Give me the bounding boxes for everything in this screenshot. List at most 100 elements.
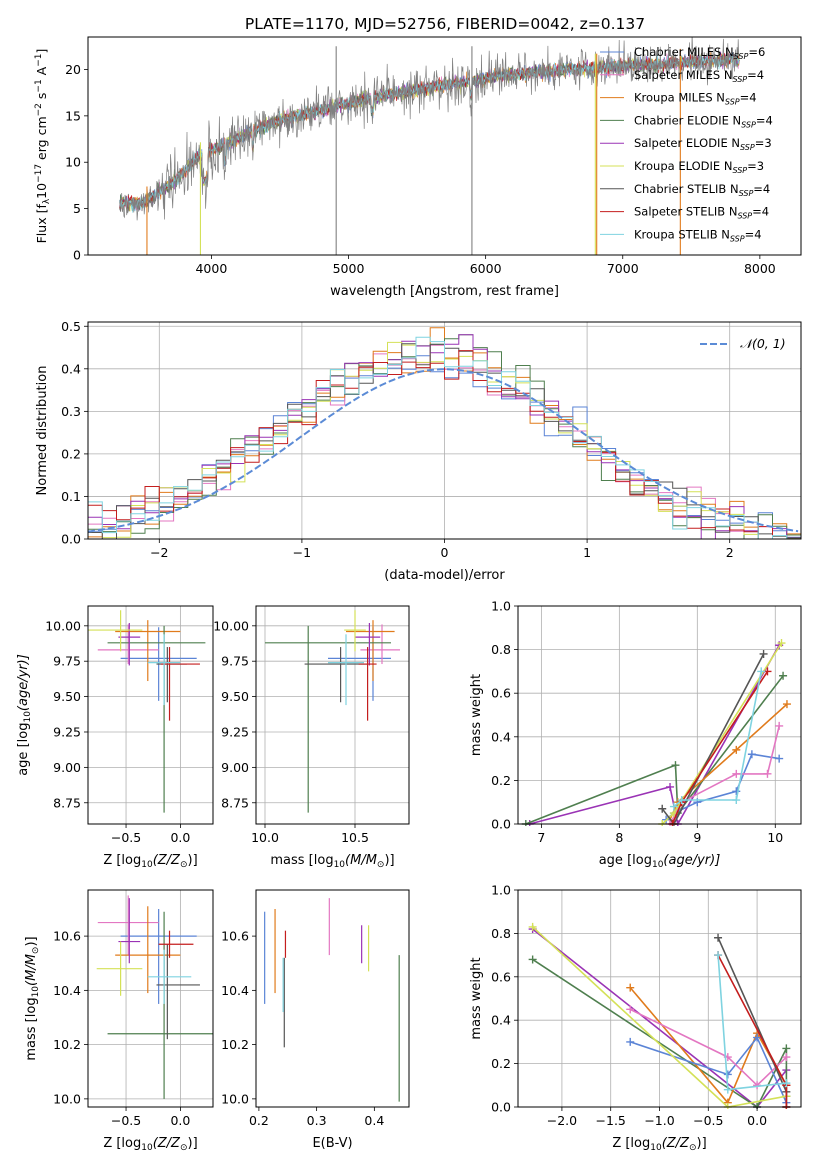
panel-residuals	[88, 322, 801, 540]
label-part: =3	[747, 159, 764, 173]
label-part: Kroupa MILES	[634, 91, 713, 105]
y-tick-label: 9.75	[53, 654, 81, 669]
y-tick-label: 9.25	[53, 724, 81, 739]
y-tick-label: 15	[65, 108, 81, 123]
y-tick-label: 10.2	[221, 1037, 249, 1052]
weight-point	[732, 745, 741, 754]
y-tick-label: 10	[65, 155, 81, 170]
label-part: 10	[650, 1143, 662, 1153]
axes-border	[517, 605, 802, 825]
label-part: (age/yr)]	[16, 654, 31, 711]
label-part: =4	[752, 205, 769, 219]
x-tick-label: −2	[150, 545, 168, 560]
label-part: =4	[753, 182, 770, 196]
errorbar-point	[147, 634, 181, 706]
label-part: Chabrier ELODIE	[634, 113, 729, 127]
label-part: N	[713, 91, 725, 105]
errorbar-point	[355, 622, 381, 666]
label-part: ⊙	[180, 1143, 188, 1153]
label-part: Z [log	[612, 1136, 650, 1151]
label-part: Z [log	[103, 853, 141, 868]
label-part: SSP	[732, 166, 747, 175]
label-part: mass weight	[469, 674, 484, 756]
y-tick-label: 0.6	[491, 686, 511, 701]
y-tick-label: 0.0	[491, 817, 511, 832]
y-tick-label: 1.0	[491, 599, 511, 614]
errorbars	[96, 895, 213, 1099]
weight-point	[775, 754, 784, 763]
errorbar-point	[358, 647, 377, 721]
label-part: (Z/Z	[153, 1136, 181, 1151]
y-axis-label: age [log10(age/yr)]	[16, 654, 33, 776]
weight-point	[626, 1005, 635, 1014]
errorbar-point	[107, 911, 213, 1099]
label-part: (M/M	[24, 954, 39, 986]
label-part: )]	[24, 936, 39, 946]
label-part: SSP	[741, 120, 756, 129]
label-part: Chabrier STELIB	[634, 182, 726, 196]
label-part: SSP	[725, 98, 740, 107]
weight-point	[782, 1044, 791, 1053]
axes-frame: −0.5 0.0 10.0 10.2 10.4 10.6 Z [log10(Z/Z⊙)]	[53, 889, 214, 1153]
errorbar-point	[160, 647, 200, 721]
weight-point	[747, 750, 756, 759]
label-part: SSP	[739, 189, 754, 198]
label-part: N	[720, 68, 732, 82]
x-tick-label: 9	[693, 830, 701, 845]
label-part: 10	[652, 860, 664, 870]
y-tick-label: 0.5	[61, 319, 81, 334]
y-tick-label: 0.2	[491, 1056, 511, 1071]
x-tick-label: −0.5	[111, 830, 141, 845]
legend: 𝒩(0, 1)	[700, 336, 786, 351]
y-tick-label: 0	[73, 248, 81, 263]
x-axis-label: age [log10(age/yr)]	[599, 853, 721, 870]
panel-age-vs-mass	[256, 606, 409, 824]
y-tick-label: 0.0	[61, 532, 81, 547]
x-tick-label: 8	[615, 830, 623, 845]
weight-point	[732, 796, 741, 805]
weight-point	[779, 671, 788, 680]
x-tick-label: 10.5	[341, 830, 369, 845]
label-part: age [log	[599, 853, 652, 868]
x-tick-label: 0	[441, 545, 449, 560]
label-part: ]	[34, 49, 49, 54]
weight-point	[782, 1053, 791, 1062]
x-axis-label: Z [log10(Z/Z⊙)]	[612, 1136, 706, 1153]
legend-entry: Salpeter MILES NSSP=4	[634, 68, 764, 84]
axes-frame: 0.2 0.3 0.4 10.0 10.2 10.4 10.6 E(B-V)	[221, 889, 410, 1151]
weight-point	[763, 769, 772, 778]
y-tick-label: 0.4	[491, 729, 511, 744]
axes-border	[87, 605, 214, 825]
y-axis-label: Normed distribution	[35, 366, 50, 496]
label-part: (M/M	[345, 853, 377, 868]
weight-point	[671, 761, 680, 770]
y-tick-label: 10.4	[221, 983, 249, 998]
plot-area	[88, 606, 213, 824]
label-part: ⊙	[377, 860, 385, 870]
label-part: =4	[747, 68, 764, 82]
weight-series-line	[629, 1008, 787, 1087]
label-part: Chabrier MILES	[634, 45, 721, 59]
y-tick-label: 10.00	[213, 618, 249, 633]
label-part: mass weight	[469, 957, 484, 1039]
x-tick-label: 0.3	[307, 1113, 327, 1128]
label-part: ⊙	[180, 860, 188, 870]
label-part: )]	[384, 853, 394, 868]
x-tick-label: 7000	[607, 261, 639, 276]
weight-point	[777, 639, 786, 648]
x-tick-label: 0.0	[170, 1113, 190, 1128]
y-tick-label: 10.0	[221, 1091, 249, 1106]
label-part: N	[718, 227, 730, 241]
errorbar-point	[120, 908, 197, 1004]
y-axis-label: Flux [fλ10−17 erg cm−2 s−1 A−1]	[34, 49, 52, 244]
label-part: SSP	[732, 75, 747, 84]
weight-point	[528, 955, 537, 964]
x-tick-label: −1	[293, 545, 311, 560]
normal-curve	[88, 368, 799, 533]
weight-point	[528, 922, 537, 931]
legend-entry: Kroupa STELIB NSSP=4	[634, 227, 762, 243]
label-part: SSP	[740, 143, 755, 152]
